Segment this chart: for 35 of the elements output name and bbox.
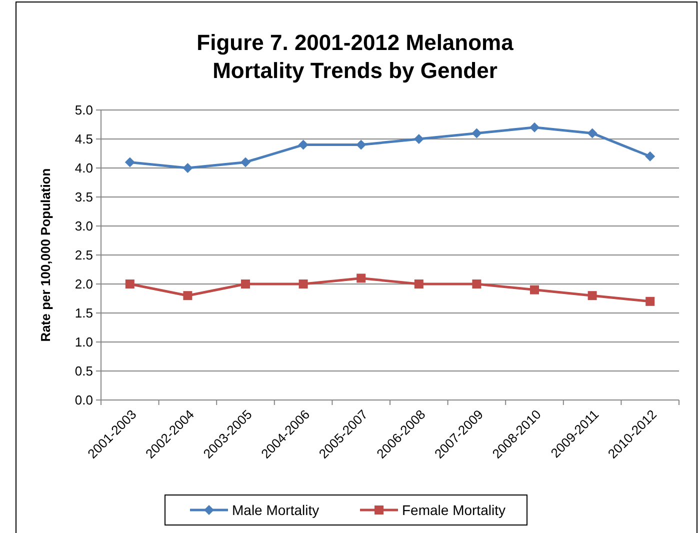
point bbox=[472, 128, 482, 138]
point bbox=[414, 134, 424, 144]
y-tick-label: 3.0 bbox=[74, 218, 93, 234]
y-tick-label: 4.0 bbox=[74, 160, 93, 176]
point bbox=[298, 140, 308, 150]
y-tick-label: 2.0 bbox=[74, 276, 93, 292]
y-tick-label: 1.0 bbox=[74, 334, 93, 350]
point bbox=[183, 291, 192, 300]
point bbox=[472, 280, 482, 288]
legend-label: Female Mortality bbox=[402, 502, 506, 518]
point bbox=[530, 285, 539, 294]
y-tick-label: 3.5 bbox=[74, 190, 93, 205]
y-tick-label: 5.0 bbox=[74, 102, 93, 118]
y-tick-label: 1.5 bbox=[74, 306, 93, 321]
y-tick-label: 4.5 bbox=[74, 132, 93, 147]
point bbox=[356, 274, 366, 283]
point bbox=[587, 128, 598, 138]
point bbox=[298, 280, 308, 288]
y-tick-label: 0.5 bbox=[74, 364, 93, 379]
point bbox=[241, 280, 250, 288]
y-tick-label: 0.0 bbox=[74, 392, 93, 408]
point bbox=[530, 122, 540, 132]
chart-title: Figure 7. 2001-2012 Melanoma Mortality Trends by Gender bbox=[196, 30, 514, 83]
point bbox=[125, 280, 134, 288]
point bbox=[414, 280, 424, 288]
y-axis-title: Rate per 100,000 Population bbox=[38, 168, 53, 342]
point bbox=[588, 291, 597, 300]
y-tick-label: 2.5 bbox=[74, 248, 93, 263]
point bbox=[240, 157, 250, 168]
point bbox=[645, 151, 656, 162]
point bbox=[646, 296, 655, 306]
legend-label: Male Mortality bbox=[232, 502, 320, 518]
point bbox=[182, 163, 193, 173]
point bbox=[124, 157, 135, 168]
point bbox=[356, 140, 366, 150]
